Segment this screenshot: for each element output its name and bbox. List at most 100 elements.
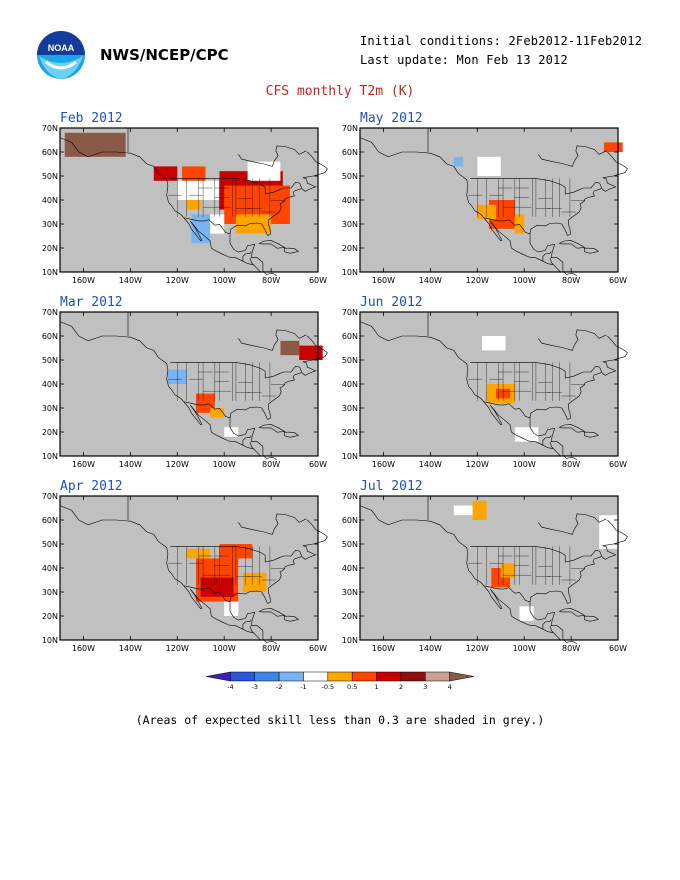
island [583, 431, 600, 438]
border [542, 435, 552, 445]
colorbar-swatch [205, 671, 231, 682]
lon-label: 160W [372, 460, 395, 469]
anomaly-cell [599, 515, 623, 549]
anomaly-cell [64, 132, 126, 157]
lat-label: 70N [342, 308, 358, 317]
coastline [229, 151, 328, 276]
panel-title-feb: Feb 2012 [60, 111, 123, 126]
anomaly-cell [514, 427, 539, 442]
colorbar-label: 0.5 [347, 683, 357, 691]
colorbar-swatch [230, 671, 255, 682]
lon-label: 140W [419, 644, 442, 653]
lon-label: 60W [309, 460, 327, 469]
island [258, 608, 286, 617]
border [249, 626, 254, 633]
colorbar-label: -0.5 [321, 683, 334, 691]
lon-label: 80W [262, 276, 280, 285]
lon-label: 120W [166, 276, 189, 285]
lat-label: 50N [42, 356, 58, 365]
lat-label: 40N [342, 564, 358, 573]
coastline [229, 519, 328, 644]
lat-label: 70N [42, 308, 58, 317]
colorbar-label: -4 [227, 683, 233, 691]
map-panel-feb: 70N 60N 50N 40N 30N 20N 10N 160W 140W 120W 100W 80W… [42, 124, 328, 285]
coastline [229, 335, 328, 460]
lon-label: 160W [72, 644, 95, 653]
lat-label: 40N [342, 380, 358, 389]
lat-label: 10N [342, 268, 358, 277]
lon-label: 120W [166, 460, 189, 469]
coastline-layer [59, 496, 328, 644]
coastline [529, 519, 628, 644]
colorbar: -4 -3 -2 -1 -0.5 0.5 1 2 3 4 [205, 671, 475, 691]
lat-label: 60N [342, 516, 358, 525]
anomaly-cell [472, 500, 487, 520]
anomaly-cell [280, 340, 300, 356]
lat-label: 20N [342, 244, 358, 253]
island [583, 615, 600, 622]
coastline [529, 151, 628, 276]
lon-label: 160W [372, 276, 395, 285]
island [283, 615, 300, 622]
coastline-layer [359, 312, 628, 460]
lat-label: 20N [42, 428, 58, 437]
lat-label: 60N [342, 332, 358, 341]
lat-label: 30N [342, 404, 358, 413]
colorbar-label: -3 [251, 683, 257, 691]
lon-label: 160W [372, 644, 395, 653]
lat-label: 70N [42, 492, 58, 501]
lon-label: 100W [513, 644, 536, 653]
map-panel-jun: 70N 60N 50N 40N 30N 20N 10N 160W 140W 120W 100W 80W… [342, 308, 628, 469]
lat-label: 10N [342, 636, 358, 645]
lon-label: 80W [262, 644, 280, 653]
lon-label: 120W [166, 644, 189, 653]
coastline [538, 329, 607, 351]
lat-label: 40N [42, 380, 58, 389]
lon-label: 80W [562, 276, 580, 285]
lat-label: 40N [42, 196, 58, 205]
border [484, 585, 531, 603]
lat-label: 30N [342, 220, 358, 229]
island [283, 431, 300, 438]
noaa-logo: NOAA [37, 31, 85, 79]
colorbar-swatch [327, 671, 353, 682]
lon-label: 100W [213, 276, 236, 285]
lat-label: 40N [342, 196, 358, 205]
border [470, 362, 602, 379]
coastline [238, 513, 307, 535]
colorbar-label: -2 [276, 683, 282, 691]
coastline-layer [359, 496, 628, 644]
island [558, 240, 586, 249]
border [542, 251, 552, 261]
last-update: Last update: Mon Feb 13 2012 [360, 53, 568, 67]
border [470, 546, 602, 563]
anomaly-cell [191, 214, 211, 244]
coastline [538, 145, 607, 167]
lat-label: 30N [42, 404, 58, 413]
anomaly-cell [210, 214, 225, 234]
lat-label: 30N [42, 220, 58, 229]
coastline-layer [359, 128, 628, 276]
figure-title: CFS monthly T2m (K) [265, 84, 415, 99]
anomaly-layer [453, 500, 623, 621]
map-background [60, 496, 318, 640]
anomaly-cell [235, 214, 272, 234]
logo-text: NOAA [48, 43, 75, 53]
lat-label: 50N [342, 172, 358, 181]
lon-label: 60W [609, 460, 627, 469]
colorbar-swatch [425, 671, 450, 682]
coastline [359, 137, 561, 273]
coastline [538, 513, 607, 535]
lat-label: 40N [42, 564, 58, 573]
lon-label: 80W [562, 644, 580, 653]
coastline-layer [59, 312, 328, 460]
lat-label: 10N [42, 268, 58, 277]
lon-label: 60W [609, 644, 627, 653]
island [558, 424, 586, 433]
panel-title-mar: Mar 2012 [60, 295, 123, 310]
lon-label: 120W [466, 460, 489, 469]
map-panel-may: 70N 60N 50N 40N 30N 20N 10N 160W 140W 120W 100W 80W… [342, 124, 628, 285]
colorbar-label: 2 [399, 683, 403, 691]
colorbar-label: 4 [448, 683, 452, 691]
coastline [359, 505, 561, 641]
